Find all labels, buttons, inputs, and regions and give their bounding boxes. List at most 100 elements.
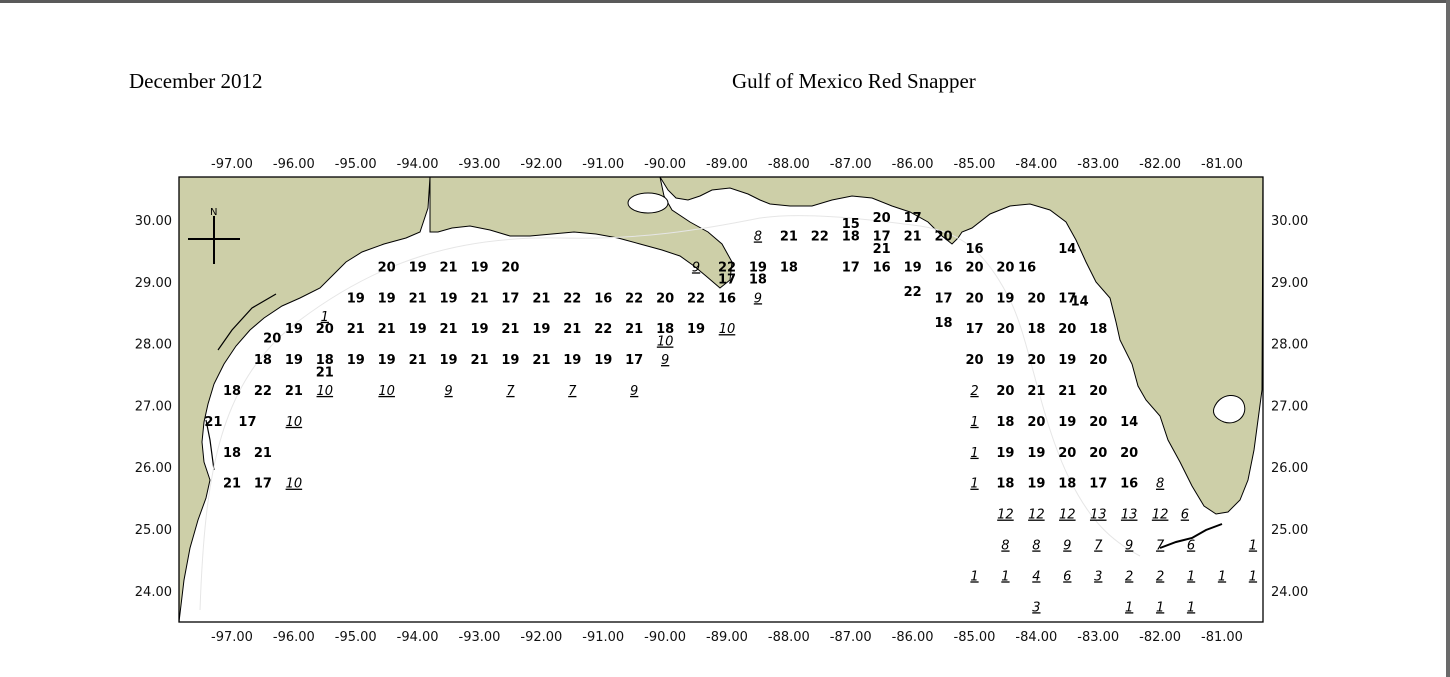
lon-tick-label-top: -91.00 [582, 157, 624, 172]
observation-value: 18 [316, 353, 334, 368]
observation-value: 21 [1058, 384, 1076, 399]
observation-value: 20 [1089, 353, 1107, 368]
lon-tick-label-bottom: -90.00 [644, 630, 686, 645]
observation-value: 19 [501, 353, 519, 368]
lon-tick-label-bottom: -88.00 [768, 630, 810, 645]
observation-value: 14 [1058, 242, 1076, 257]
observation-value: 22 [687, 291, 705, 306]
lon-tick-label-top: -92.00 [520, 157, 562, 172]
observation-value: 8 [754, 229, 762, 244]
observation-value: 1 [1125, 600, 1133, 615]
observation-value: 18 [935, 316, 953, 331]
observation-value: 1 [970, 415, 978, 430]
observation-value: 21 [532, 291, 550, 306]
lon-tick-label-top: -85.00 [954, 157, 996, 172]
observation-value: 16 [594, 291, 612, 306]
observation-value: 19 [285, 322, 303, 337]
compass-north-label: N [210, 207, 217, 218]
observation-value: 1 [970, 569, 978, 584]
observation-value: 17 [1089, 477, 1107, 492]
observation-value: 10 [719, 322, 736, 337]
observation-value: 21 [904, 229, 922, 244]
observation-value: 1 [970, 446, 978, 461]
lon-tick-label-top: -89.00 [706, 157, 748, 172]
barrier-islands [205, 293, 277, 471]
lat-tick-label-left: 25.00 [135, 523, 172, 538]
observation-value: 9 [661, 353, 669, 368]
observation-value: 18 [656, 322, 674, 337]
observation-value: 1 [1187, 600, 1195, 615]
observation-value: 20 [1027, 353, 1045, 368]
observation-value: 18 [749, 273, 767, 288]
observation-value: 20 [316, 322, 334, 337]
lat-tick-label-left: 28.00 [135, 338, 172, 353]
observation-value: 21 [625, 322, 643, 337]
observation-value: 20 [996, 322, 1014, 337]
observation-value: 20 [996, 260, 1014, 275]
observation-value: 19 [532, 322, 550, 337]
observation-value: 22 [811, 229, 829, 244]
coastline-land [179, 177, 1263, 622]
latitude-ticks-left: 30.00 29.00 28.00 27.00 26.00 25.00 24.00 [135, 214, 172, 600]
observation-value: 17 [842, 260, 860, 275]
observation-value: 22 [594, 322, 612, 337]
observation-value: 17 [254, 477, 272, 492]
observation-value: 19 [996, 353, 1014, 368]
observation-value: 20 [1120, 446, 1138, 461]
lon-tick-label-bottom: -94.00 [397, 630, 439, 645]
observation-value: 18 [996, 477, 1014, 492]
lat-tick-label-left: 26.00 [135, 461, 172, 476]
lat-tick-label-right: 25.00 [1271, 523, 1308, 538]
observation-value: 13 [1121, 508, 1138, 523]
latitude-ticks-right: 30.00 29.00 28.00 27.00 26.00 25.00 24.00 [1271, 214, 1308, 600]
observation-value: 18 [1027, 322, 1045, 337]
observation-value: 21 [316, 365, 334, 380]
window-top-border [0, 0, 1450, 3]
observation-value: 14 [1120, 415, 1138, 430]
observation-value: 10 [657, 335, 674, 350]
report-date: December 2012 [129, 69, 263, 93]
map-frame [178, 176, 1264, 623]
observation-value: 19 [904, 260, 922, 275]
observation-value: 20 [501, 260, 519, 275]
lon-tick-label-bottom: -85.00 [954, 630, 996, 645]
observation-value: 19 [996, 446, 1014, 461]
observation-value: 8 [1032, 538, 1040, 553]
observation-value: 18 [996, 415, 1014, 430]
observation-value: 21 [254, 446, 272, 461]
observation-value: 17 [935, 291, 953, 306]
observation-value: 1 [1249, 569, 1257, 584]
observation-value: 19 [409, 260, 427, 275]
longitude-ticks-top: -97.00 -96.00 -95.00 -94.00 -93.00 -92.00 -91.… [211, 157, 1243, 172]
observation-value: 20 [656, 291, 674, 306]
observation-value: 20 [1089, 384, 1107, 399]
observation-value: 16 [1018, 260, 1036, 275]
observation-value: 18 [1089, 322, 1107, 337]
observation-value: 10 [317, 384, 334, 399]
observation-value: 19 [687, 322, 705, 337]
lon-tick-label-top: -95.00 [335, 157, 377, 172]
lake-okeechobee [1213, 395, 1246, 424]
observation-value: 19 [409, 322, 427, 337]
observation-value: 21 [501, 322, 519, 337]
observation-value: 8 [1001, 538, 1009, 553]
lat-tick-label-right: 29.00 [1271, 276, 1308, 291]
observation-value: 22 [254, 384, 272, 399]
observation-value: 22 [904, 285, 922, 300]
observation-value: 20 [873, 211, 891, 226]
observation-value: 1 [1249, 538, 1257, 553]
observation-value: 21 [223, 477, 241, 492]
observation-value: 18 [223, 384, 241, 399]
observation-value: 20 [263, 331, 281, 346]
observation-value: 20 [935, 229, 953, 244]
observation-value: 18 [842, 229, 860, 244]
observation-value: 21 [409, 353, 427, 368]
lon-tick-label-top: -96.00 [273, 157, 315, 172]
observation-value: 20 [965, 260, 983, 275]
observation-value: 19 [996, 291, 1014, 306]
observation-value: 22 [625, 291, 643, 306]
observation-value: 21 [780, 229, 798, 244]
observation-value: 21 [347, 322, 365, 337]
lon-tick-label-bottom: -82.00 [1139, 630, 1181, 645]
